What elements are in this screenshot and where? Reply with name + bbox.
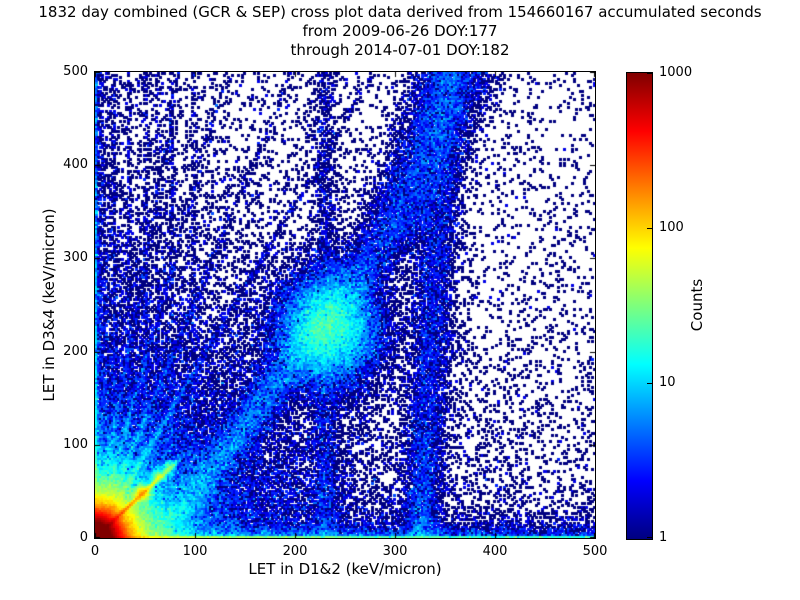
- y-tick-label: 200: [63, 343, 88, 359]
- y-tick-label: 100: [63, 436, 88, 452]
- y-tick-label: 0: [79, 530, 88, 545]
- x-tick-label: 500: [582, 544, 608, 559]
- x-axis-label: LET in D1&2 (keV/micron): [248, 560, 442, 578]
- chart-title-line1: 1832 day combined (GCR & SEP) cross plot…: [38, 3, 762, 21]
- colorbar-tick-mark: [647, 383, 652, 384]
- x-tick-label: 100: [182, 544, 208, 559]
- y-tick-label: 500: [63, 64, 88, 79]
- x-tick-label: 400: [482, 544, 508, 559]
- colorbar-tick-mark: [647, 228, 652, 229]
- heatmap-plot-area: [94, 71, 596, 539]
- y-axis-label: LET in D3&4 (keV/micron): [40, 208, 58, 402]
- chart-title: 1832 day combined (GCR & SEP) cross plot…: [0, 3, 800, 60]
- chart-title-line2: from 2009-06-26 DOY:177: [302, 22, 498, 40]
- colorbar-tick-label: 100: [659, 220, 684, 235]
- y-tick-label: 400: [63, 157, 88, 173]
- colorbar-tick-mark: [647, 537, 652, 538]
- colorbar-gradient: [626, 72, 653, 540]
- x-tick-label: 0: [90, 544, 100, 559]
- colorbar-tick-mark: [647, 73, 652, 74]
- x-tick-label: 300: [382, 544, 408, 559]
- colorbar-tick-label: 10: [659, 375, 676, 390]
- y-tick-label: 300: [63, 250, 88, 266]
- colorbar-tick-label: 1: [659, 530, 668, 545]
- colorbar-label: Counts: [688, 278, 706, 332]
- chart-title-line3: through 2014-07-01 DOY:182: [290, 41, 510, 59]
- colorbar-tick-label: 1000: [659, 65, 693, 80]
- x-tick-label: 200: [282, 544, 308, 559]
